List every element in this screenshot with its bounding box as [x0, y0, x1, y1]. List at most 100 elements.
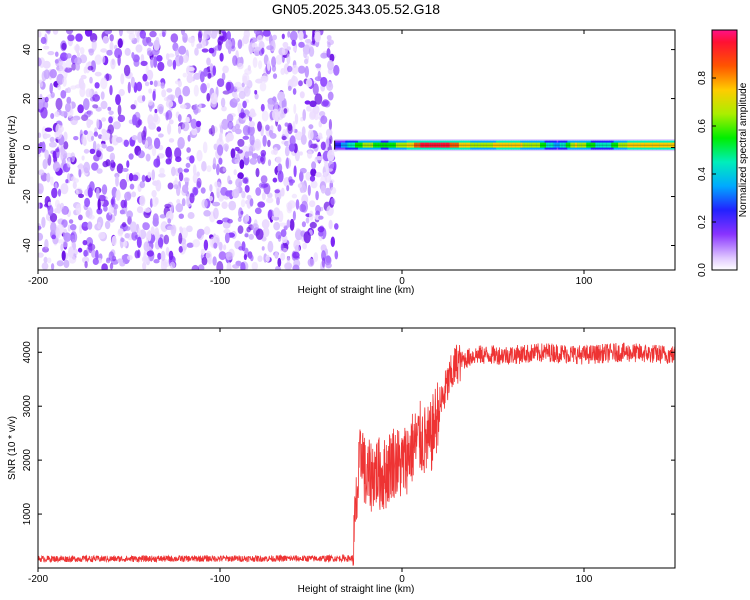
noise-speckle [147, 114, 154, 126]
noise-speckle [201, 161, 207, 172]
noise-speckle [83, 98, 90, 111]
noise-speckle [100, 48, 108, 53]
noise-speckle [309, 200, 316, 208]
noise-speckle [294, 131, 303, 141]
noise-speckle [168, 53, 175, 58]
noise-speckle [38, 31, 42, 38]
snr-series-line [38, 342, 675, 566]
noise-speckle [271, 215, 275, 221]
noise-speckle [299, 91, 305, 99]
noise-speckle [41, 216, 46, 228]
noise-speckle [304, 65, 309, 78]
noise-speckle [109, 41, 114, 52]
noise-speckle [168, 250, 174, 261]
noise-speckle [277, 91, 285, 102]
noise-speckle [309, 175, 316, 182]
noise-speckle [41, 262, 49, 270]
noise-speckle [166, 225, 175, 231]
noise-speckle [65, 179, 69, 184]
noise-speckle [144, 207, 151, 213]
noise-speckle [106, 145, 114, 152]
noise-speckle [292, 45, 297, 52]
noise-speckles [38, 30, 340, 270]
spectrogram-frame [37, 29, 676, 271]
noise-speckle [301, 221, 306, 228]
noise-speckle [295, 199, 300, 210]
noise-speckle [62, 76, 67, 87]
noise-speckle [204, 30, 211, 39]
noise-speckle [130, 76, 135, 88]
noise-speckle [44, 239, 49, 250]
noise-speckle [157, 61, 165, 72]
noise-speckle [218, 251, 227, 261]
noise-speckle [262, 135, 267, 147]
noise-speckle [307, 184, 311, 196]
noise-speckle [300, 134, 307, 145]
noise-speckle [101, 55, 106, 64]
noise-speckle [115, 94, 121, 106]
noise-speckle [255, 228, 264, 240]
noise-speckle [267, 240, 274, 253]
noise-speckle [44, 149, 49, 160]
noise-speckle [82, 222, 88, 227]
noise-speckle [203, 239, 209, 251]
noise-speckle [200, 187, 206, 194]
noise-speckle [38, 252, 44, 258]
noise-speckle [124, 233, 130, 239]
noise-speckle [259, 49, 264, 56]
noise-speckle [232, 55, 238, 66]
noise-speckle [260, 156, 264, 162]
noise-speckle [44, 96, 49, 103]
noise-speckle [256, 35, 263, 43]
noise-speckle [238, 112, 246, 119]
noise-speckle [150, 57, 154, 69]
noise-speckle [63, 131, 68, 142]
colorbar-tick-label: 0.4 [697, 167, 708, 181]
noise-speckle [178, 213, 184, 219]
noise-speckle [126, 210, 133, 219]
noise-speckle [260, 175, 268, 184]
noise-speckle [142, 222, 150, 231]
noise-speckle [121, 255, 125, 261]
noise-speckle [100, 100, 108, 110]
noise-speckle [289, 30, 298, 42]
noise-speckle [221, 106, 227, 112]
noise-speckle [135, 44, 143, 53]
noise-speckle [197, 264, 205, 270]
noise-speckle [183, 177, 190, 183]
noise-speckle [55, 51, 59, 57]
noise-speckle [193, 103, 199, 115]
noise-speckle [273, 221, 281, 231]
noise-speckle [196, 43, 203, 49]
noise-speckle [255, 167, 260, 178]
noise-speckle [186, 67, 195, 72]
noise-speckle [186, 242, 194, 248]
noise-speckle [277, 170, 284, 183]
noise-speckle [129, 183, 135, 190]
noise-speckle [260, 149, 267, 157]
noise-speckle [141, 174, 146, 182]
noise-speckle [101, 117, 107, 122]
noise-speckle [216, 78, 225, 87]
noise-speckle [163, 234, 170, 245]
noise-speckle [159, 167, 165, 175]
noise-speckle [68, 246, 74, 258]
noise-speckle [299, 151, 303, 156]
noise-speckle [41, 70, 47, 82]
noise-speckle [109, 159, 116, 172]
noise-speckle [110, 58, 116, 70]
noise-speckle [69, 224, 77, 231]
noise-speckle [118, 30, 123, 37]
noise-speckle [40, 36, 47, 45]
noise-speckle [272, 108, 280, 121]
noise-speckle [44, 133, 51, 138]
noise-speckle [320, 185, 326, 194]
noise-speckle [117, 104, 122, 116]
noise-speckle [140, 54, 145, 63]
noise-speckle [44, 127, 53, 132]
noise-speckle [181, 121, 190, 132]
noise-speckle [258, 40, 265, 50]
snr-x-label: Height of straight line (km) [298, 584, 415, 595]
noise-speckle [89, 214, 95, 220]
noise-speckle [313, 252, 319, 263]
